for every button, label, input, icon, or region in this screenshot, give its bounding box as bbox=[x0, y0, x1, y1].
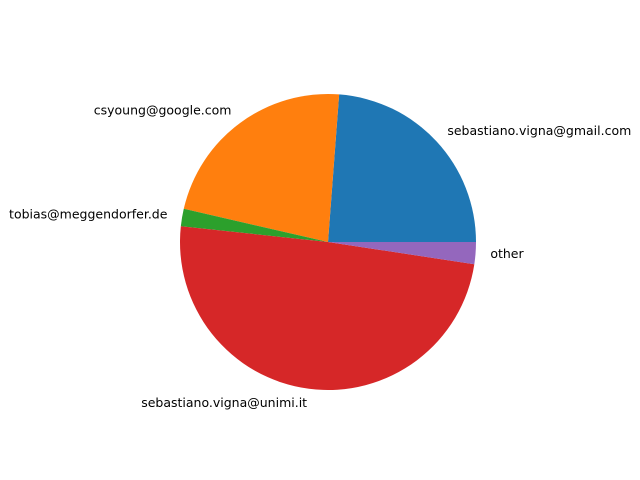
pie-label-csyoung-google-com: csyoung@google.com bbox=[94, 102, 232, 117]
pie-slice-sebastiano-vigna-gmail-com bbox=[328, 94, 476, 242]
pie-slice-other bbox=[328, 242, 476, 265]
pie-slice-tobias-meggendorfer-de bbox=[180, 208, 328, 242]
pie-slices bbox=[179, 94, 476, 391]
pie-label-sebastiano-vigna-unimi-it: sebastiano.vigna@unimi.it bbox=[141, 395, 307, 410]
pie-slice-sebastiano-vigna-unimi-it bbox=[179, 226, 475, 391]
pie-slice-csyoung-google-com bbox=[183, 94, 340, 243]
pie-label-other: other bbox=[490, 246, 524, 261]
pie-label-tobias-meggendorfer-de: tobias@meggendorfer.de bbox=[9, 207, 168, 222]
pie-labels: sebastiano.vigna@gmail.com csyoung@google… bbox=[9, 102, 631, 410]
pie-label-sebastiano-vigna-gmail-com: sebastiano.vigna@gmail.com bbox=[447, 123, 631, 138]
